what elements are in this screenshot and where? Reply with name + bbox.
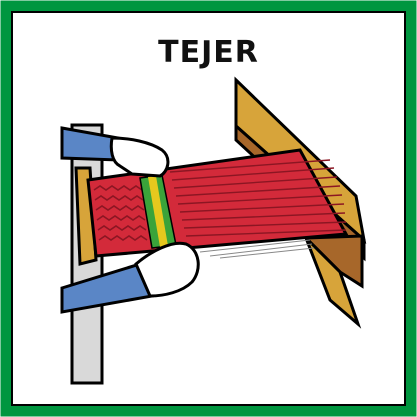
upper-arm-sleeve: [60, 126, 120, 162]
loom-weaving-illustration: [60, 76, 367, 385]
weave-zigzag: [93, 185, 148, 241]
weave-stripe-yellow: [148, 176, 168, 247]
under-threads: [199, 239, 315, 259]
card-title: TEJER: [158, 35, 259, 70]
upper-hand: [109, 136, 170, 178]
lower-hand: [134, 241, 200, 298]
loom-leg: [304, 236, 362, 329]
warp-threads: [169, 159, 347, 237]
frame-outline-inner: [11, 11, 406, 406]
